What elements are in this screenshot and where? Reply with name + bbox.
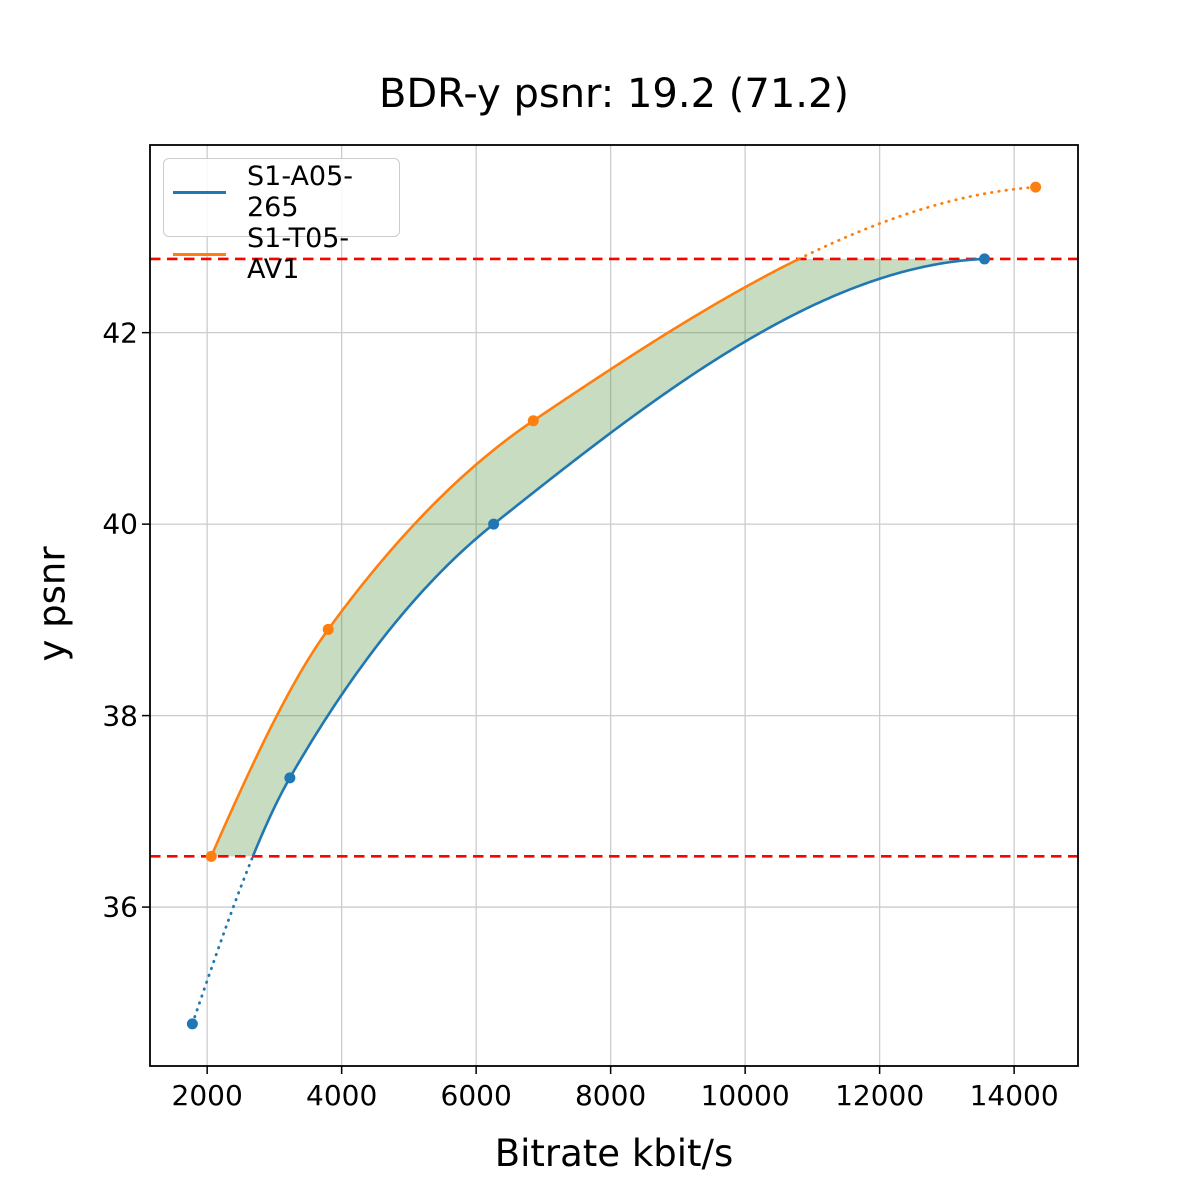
data-point-marker [1030, 181, 1042, 193]
series-blue-dotted-curve [190, 854, 255, 1026]
data-point-marker [284, 772, 296, 784]
x-tick-label: 8000 [574, 1079, 647, 1112]
data-point-marker [322, 623, 334, 635]
y-tick-label: 36 [102, 890, 138, 924]
y-tick-label: 42 [102, 316, 138, 350]
y-tick-label: 40 [102, 507, 138, 541]
legend-item-series-1: S1-A05-265 [173, 161, 399, 223]
data-point-marker [979, 253, 991, 265]
y-tick-label: 38 [102, 699, 138, 733]
legend-item-label: S1-A05-265 [247, 161, 354, 223]
bd-shaded-region [211, 258, 985, 857]
legend-item-label: S1-T05-AV1 [247, 223, 350, 285]
x-tick-label: 6000 [440, 1079, 512, 1112]
x-tick-label: 10000 [700, 1079, 790, 1112]
legend: S1-A05-265 S1-T05-AV1 [163, 158, 400, 285]
legend-line-swatch-orange [173, 252, 226, 256]
series-blue-curve [251, 257, 985, 857]
x-tick-label: 14000 [969, 1079, 1059, 1112]
y-axis-label-text: y psnr [30, 546, 74, 662]
x-tick-label: 4000 [306, 1079, 378, 1112]
x-axis-label: Bitrate kbit/s [494, 1132, 734, 1175]
data-point-marker [527, 415, 539, 427]
series-orange-dotted-curve [797, 185, 1038, 261]
plot-border [149, 144, 1079, 1067]
legend-line-swatch-blue [173, 190, 226, 194]
data-point-marker [186, 1018, 198, 1030]
series-orange-curve [210, 257, 800, 857]
data-point-marker [205, 850, 217, 862]
x-tick-label: 2000 [171, 1079, 243, 1112]
x-tick-label: 12000 [835, 1079, 925, 1112]
chart-title: BDR-y psnr: 19.2 (71.2) [378, 71, 850, 117]
legend-item-series-2: S1-T05-AV1 [173, 223, 399, 285]
data-point-marker [488, 518, 500, 530]
